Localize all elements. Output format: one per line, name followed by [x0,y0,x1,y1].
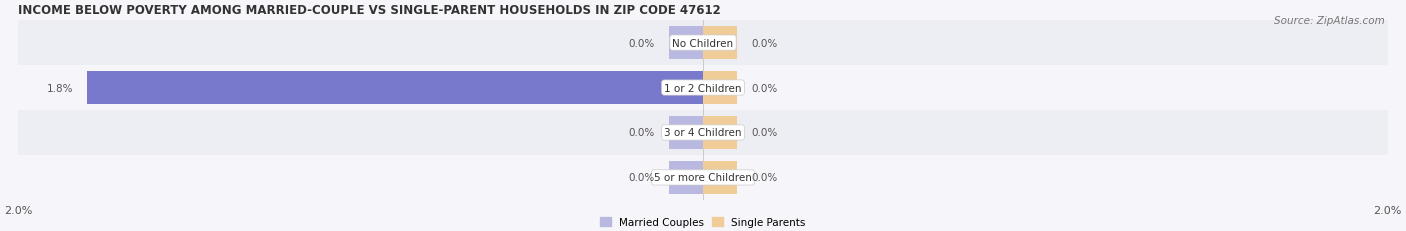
Bar [669,161,703,194]
Bar [18,66,1388,110]
Text: 0.0%: 0.0% [628,173,655,183]
Text: No Children: No Children [672,38,734,48]
Text: 0.0%: 0.0% [751,38,778,48]
Text: 1.8%: 1.8% [46,83,73,93]
Bar [703,161,737,194]
Bar [87,72,703,104]
Text: 3 or 4 Children: 3 or 4 Children [664,128,742,138]
Bar [703,117,737,149]
Bar [703,72,737,104]
Text: 0.0%: 0.0% [751,173,778,183]
Bar [669,27,703,60]
Text: Source: ZipAtlas.com: Source: ZipAtlas.com [1274,16,1385,26]
Text: 5 or more Children: 5 or more Children [654,173,752,183]
Text: 0.0%: 0.0% [628,38,655,48]
Bar [18,155,1388,200]
Text: 1 or 2 Children: 1 or 2 Children [664,83,742,93]
Legend: Married Couples, Single Parents: Married Couples, Single Parents [600,217,806,227]
Text: 0.0%: 0.0% [751,83,778,93]
Text: 0.0%: 0.0% [751,128,778,138]
Text: 0.0%: 0.0% [628,128,655,138]
Bar [669,117,703,149]
Bar [18,110,1388,155]
Text: INCOME BELOW POVERTY AMONG MARRIED-COUPLE VS SINGLE-PARENT HOUSEHOLDS IN ZIP COD: INCOME BELOW POVERTY AMONG MARRIED-COUPL… [18,4,721,17]
Bar [18,21,1388,66]
Bar [703,27,737,60]
